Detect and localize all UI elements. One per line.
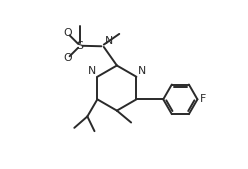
Text: O: O [63, 28, 72, 38]
Text: N: N [105, 36, 113, 46]
Text: O: O [63, 53, 72, 63]
Text: F: F [200, 94, 206, 104]
Text: N: N [138, 66, 146, 76]
Text: N: N [88, 66, 96, 76]
Text: S: S [77, 41, 84, 51]
